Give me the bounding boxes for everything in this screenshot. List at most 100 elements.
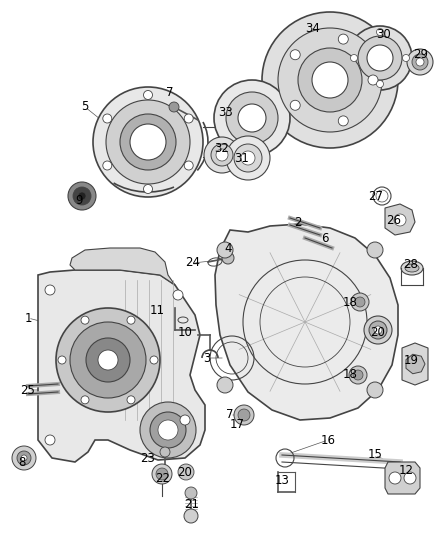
Text: 18: 18 (343, 295, 357, 309)
Circle shape (103, 114, 112, 123)
Circle shape (412, 54, 428, 70)
Circle shape (127, 396, 135, 404)
Circle shape (394, 214, 406, 226)
Circle shape (150, 356, 158, 364)
Circle shape (169, 102, 179, 112)
Text: 33: 33 (219, 107, 233, 119)
Circle shape (238, 104, 266, 132)
Circle shape (364, 316, 392, 344)
Circle shape (21, 455, 27, 461)
Text: 27: 27 (368, 190, 384, 203)
Circle shape (278, 28, 382, 132)
Circle shape (211, 144, 233, 166)
Circle shape (150, 412, 186, 448)
Circle shape (368, 75, 378, 85)
Polygon shape (402, 343, 428, 385)
Polygon shape (38, 270, 205, 462)
Circle shape (351, 293, 369, 311)
Text: 15: 15 (367, 448, 382, 462)
Circle shape (226, 92, 278, 144)
Text: 19: 19 (403, 353, 418, 367)
Circle shape (238, 409, 250, 421)
Text: 26: 26 (386, 214, 402, 227)
Text: 16: 16 (321, 433, 336, 447)
Circle shape (367, 382, 383, 398)
Circle shape (156, 468, 168, 480)
Text: 10: 10 (177, 326, 192, 338)
Text: 34: 34 (306, 21, 321, 35)
Circle shape (369, 321, 387, 339)
Polygon shape (385, 462, 420, 494)
Text: 23: 23 (141, 451, 155, 464)
Circle shape (234, 405, 254, 425)
Circle shape (106, 100, 190, 184)
Circle shape (160, 447, 170, 457)
Circle shape (103, 161, 112, 170)
Text: 5: 5 (81, 101, 88, 114)
Text: 1: 1 (24, 311, 32, 325)
Circle shape (68, 182, 96, 210)
Circle shape (298, 48, 362, 112)
Circle shape (216, 149, 228, 161)
Text: 25: 25 (21, 384, 35, 397)
Ellipse shape (405, 264, 419, 272)
Circle shape (152, 464, 172, 484)
Circle shape (185, 487, 197, 499)
Circle shape (234, 144, 262, 172)
Text: 31: 31 (235, 151, 249, 165)
Polygon shape (406, 354, 425, 374)
Circle shape (70, 322, 146, 398)
Circle shape (217, 242, 233, 258)
Circle shape (389, 472, 401, 484)
Circle shape (127, 316, 135, 324)
Text: 4: 4 (224, 241, 232, 254)
Circle shape (204, 137, 240, 173)
Text: 20: 20 (177, 465, 192, 479)
Circle shape (353, 370, 363, 380)
Circle shape (226, 136, 270, 180)
Circle shape (290, 100, 300, 110)
Text: 21: 21 (184, 497, 199, 511)
Circle shape (45, 285, 55, 295)
Text: 2: 2 (294, 215, 302, 229)
Circle shape (93, 87, 203, 197)
Circle shape (262, 12, 398, 148)
Text: 7: 7 (166, 85, 174, 99)
Text: 30: 30 (377, 28, 392, 42)
Circle shape (377, 28, 384, 36)
Circle shape (130, 124, 166, 160)
Circle shape (290, 50, 300, 60)
Circle shape (178, 464, 194, 480)
Circle shape (217, 377, 233, 393)
Text: 12: 12 (399, 464, 413, 478)
Text: 22: 22 (155, 472, 170, 486)
Ellipse shape (401, 261, 423, 275)
Circle shape (416, 58, 424, 66)
Circle shape (73, 187, 91, 205)
Circle shape (180, 415, 190, 425)
Circle shape (86, 338, 130, 382)
Circle shape (367, 242, 383, 258)
Circle shape (374, 326, 382, 334)
Circle shape (184, 114, 193, 123)
Circle shape (12, 446, 36, 470)
Text: 13: 13 (275, 473, 290, 487)
Circle shape (348, 26, 412, 90)
Text: 7: 7 (226, 408, 234, 422)
Circle shape (338, 34, 348, 44)
Text: 3: 3 (203, 351, 211, 365)
Text: 9: 9 (75, 193, 83, 206)
Circle shape (355, 297, 365, 307)
Circle shape (350, 54, 357, 61)
Text: 28: 28 (403, 257, 418, 271)
Circle shape (214, 80, 290, 156)
Circle shape (312, 62, 348, 98)
Circle shape (173, 290, 183, 300)
Circle shape (404, 472, 416, 484)
Text: 11: 11 (149, 303, 165, 317)
Polygon shape (385, 204, 415, 235)
Text: 24: 24 (186, 256, 201, 270)
Text: 8: 8 (18, 456, 26, 469)
Circle shape (222, 252, 234, 264)
Circle shape (184, 161, 193, 170)
